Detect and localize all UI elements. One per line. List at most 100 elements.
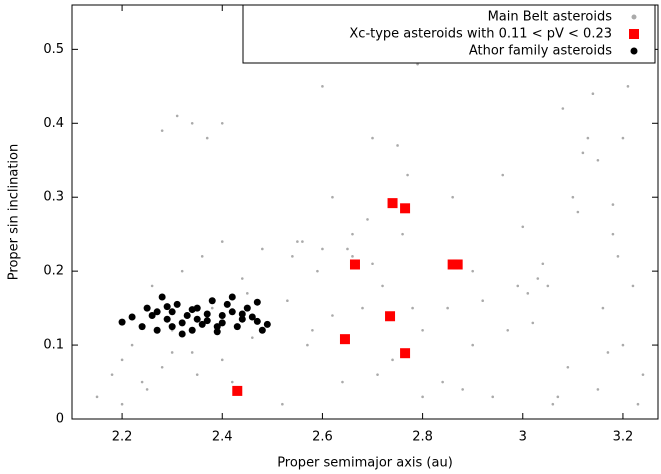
point	[441, 380, 444, 384]
point	[387, 198, 398, 209]
point	[178, 330, 186, 338]
point	[168, 323, 176, 331]
point	[636, 402, 640, 406]
point	[626, 85, 630, 88]
point	[491, 395, 495, 399]
legend-marker	[631, 14, 637, 20]
point	[261, 247, 264, 251]
point	[220, 240, 224, 243]
point	[163, 303, 171, 311]
point	[188, 306, 196, 314]
point	[311, 328, 314, 332]
point	[591, 92, 595, 96]
point	[581, 151, 585, 155]
point	[341, 380, 344, 384]
point	[471, 343, 474, 347]
y-tick-label: 0.5	[43, 42, 64, 57]
point	[446, 306, 449, 310]
point	[391, 358, 394, 362]
y-tick-label: 0.3	[43, 190, 64, 205]
point	[411, 306, 414, 310]
point	[228, 293, 236, 301]
point	[447, 259, 458, 270]
point	[195, 373, 199, 376]
point	[296, 240, 299, 243]
point	[385, 311, 396, 322]
point	[621, 136, 625, 140]
point	[160, 365, 164, 369]
point	[346, 247, 349, 251]
point	[349, 259, 360, 270]
point	[218, 312, 226, 319]
point	[556, 395, 560, 399]
point	[173, 300, 181, 308]
point	[481, 299, 485, 303]
legend-label: Athor family asteroids	[469, 44, 612, 59]
point	[118, 318, 126, 326]
point	[232, 385, 243, 396]
point	[243, 304, 251, 312]
x-tick-label: 3	[519, 430, 527, 445]
point	[400, 203, 411, 214]
point	[190, 121, 194, 125]
x-tick-label: 3.2	[613, 430, 634, 445]
point	[178, 319, 186, 327]
point	[351, 232, 354, 236]
point	[143, 304, 151, 312]
point	[616, 255, 620, 258]
point	[213, 323, 221, 331]
x-tick-label: 2.6	[312, 430, 333, 445]
point	[220, 121, 224, 125]
point	[376, 373, 379, 376]
point	[213, 328, 221, 336]
point	[251, 336, 254, 339]
point	[205, 136, 209, 140]
point	[200, 255, 204, 258]
point	[351, 255, 354, 258]
point	[138, 323, 146, 331]
point	[168, 308, 176, 316]
point	[381, 284, 384, 288]
point	[218, 319, 226, 327]
point	[203, 310, 211, 318]
point	[371, 262, 374, 266]
point	[170, 351, 174, 354]
x-tick-label: 2.2	[112, 430, 133, 445]
point	[321, 85, 324, 88]
point	[291, 255, 294, 258]
point	[145, 388, 149, 391]
point	[471, 269, 474, 273]
point	[596, 388, 600, 391]
x-tick-label: 2.8	[412, 430, 433, 445]
point	[148, 312, 156, 319]
point	[120, 402, 124, 406]
point	[526, 292, 530, 295]
point	[601, 306, 605, 310]
point	[120, 358, 124, 362]
point	[396, 144, 399, 147]
legend-label: Main Belt asteroids	[488, 10, 613, 25]
point	[631, 284, 635, 288]
point	[286, 299, 289, 303]
point	[571, 195, 575, 199]
legend-box	[242, 4, 656, 64]
point	[641, 373, 645, 376]
point	[160, 129, 164, 132]
y-tick-label: 0.4	[43, 116, 64, 131]
point	[461, 388, 464, 391]
point	[208, 297, 216, 305]
point	[531, 321, 535, 325]
point	[223, 300, 231, 308]
point	[566, 365, 570, 369]
point	[163, 315, 171, 323]
point	[245, 292, 249, 295]
point	[586, 136, 590, 140]
point	[301, 240, 304, 243]
point	[501, 173, 505, 177]
legend-marker	[629, 29, 639, 39]
y-axis-label: Proper sin inclination	[7, 144, 22, 280]
point	[421, 328, 424, 332]
point	[203, 317, 211, 325]
point	[596, 158, 600, 162]
point	[230, 380, 234, 384]
